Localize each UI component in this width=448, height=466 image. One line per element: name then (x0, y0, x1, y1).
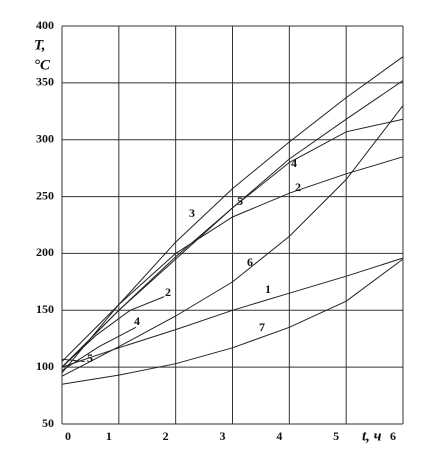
curve-label: 5 (87, 351, 93, 365)
x-tick-label: 1 (106, 429, 112, 443)
curve-label: 7 (259, 320, 265, 334)
x-tick-label: 6 (390, 429, 396, 443)
curve (61, 156, 404, 362)
y-tick-label: 400 (36, 18, 54, 32)
y-tick-label: 250 (36, 188, 54, 202)
x-tick-label: 0 (65, 429, 71, 443)
x-label: t, ч (362, 428, 382, 444)
curve-label: 3 (189, 206, 195, 220)
curve-label: 4 (291, 156, 297, 170)
curve (61, 257, 404, 368)
y-tick-label: 350 (36, 75, 54, 89)
curve-label: 6 (247, 255, 253, 269)
x-tick-label: 4 (276, 429, 282, 443)
x-tick-label: 3 (220, 429, 226, 443)
curve-label: 2 (165, 285, 171, 299)
x-tick-label: 2 (163, 429, 169, 443)
curve (61, 358, 85, 362)
curve-label: 5 (237, 194, 243, 208)
curve (61, 326, 137, 372)
y-tick-label: 150 (36, 302, 54, 316)
y-tick-label: 50 (42, 416, 54, 430)
y-unit: °C (34, 57, 51, 73)
x-tick-label: 5 (333, 429, 339, 443)
curve (61, 118, 404, 368)
curve (61, 105, 404, 377)
curve-label: 2 (295, 180, 301, 194)
y-tick-label: 300 (36, 131, 54, 145)
curve (61, 258, 404, 385)
curve-label: 4 (134, 314, 140, 328)
curve (61, 296, 165, 368)
y-label: T, (34, 37, 46, 53)
curve-label: 1 (265, 282, 271, 296)
y-tick-label: 100 (36, 359, 54, 373)
y-tick-label: 200 (36, 245, 54, 259)
